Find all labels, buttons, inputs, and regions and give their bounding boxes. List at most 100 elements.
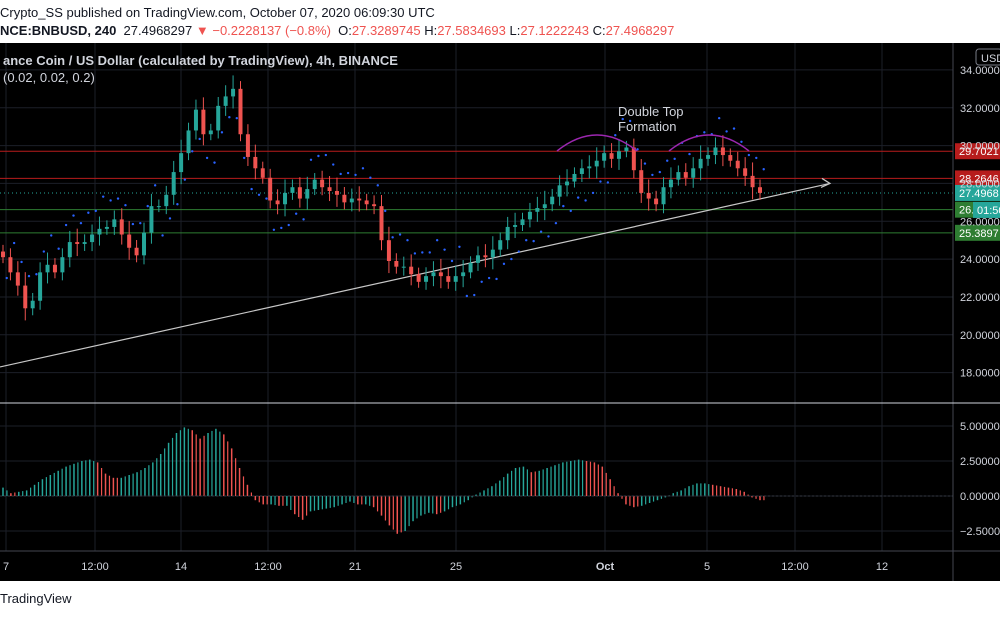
candle-body bbox=[520, 219, 525, 226]
sar-dot bbox=[636, 148, 639, 151]
candle-body bbox=[238, 88, 243, 135]
candle-body bbox=[631, 147, 636, 171]
sar-dot bbox=[101, 195, 105, 198]
candle-body bbox=[431, 272, 436, 277]
sar-dot bbox=[124, 203, 127, 207]
trendline-arrow bbox=[820, 177, 832, 188]
candle-body bbox=[283, 192, 288, 205]
sar-dot bbox=[487, 276, 491, 280]
candle-body bbox=[52, 264, 57, 273]
candle-body bbox=[758, 187, 762, 193]
low-label: L: bbox=[509, 23, 521, 38]
currency-button[interactable] bbox=[975, 48, 1000, 66]
countdown-label: 01:50 bbox=[977, 205, 1000, 217]
sar-dot bbox=[361, 167, 365, 170]
candle-body bbox=[179, 153, 184, 173]
candles bbox=[1, 75, 762, 321]
price-level-tag bbox=[955, 170, 1000, 187]
low-value: 27.1222243 bbox=[520, 23, 590, 38]
y-tick-label: 28.00000 bbox=[960, 178, 1000, 190]
candle-body bbox=[349, 198, 354, 203]
candle-body bbox=[639, 170, 644, 193]
osc-y-tick-label: 5.00000 bbox=[960, 421, 1000, 433]
candle-body bbox=[713, 147, 718, 156]
annotation-formation: Formation bbox=[618, 119, 677, 134]
sar-dot bbox=[562, 204, 565, 208]
sar-dot bbox=[465, 294, 469, 298]
sar-dot bbox=[79, 221, 83, 225]
candle-body bbox=[97, 228, 102, 235]
axes: 18.00000 20.00000 22.00000 24.00000 26.00000… bbox=[0, 43, 1000, 581]
candle-body bbox=[253, 156, 258, 169]
price-level-tag bbox=[955, 224, 1000, 241]
sar-dot bbox=[584, 199, 587, 202]
candle-body bbox=[30, 300, 35, 309]
sar-dot bbox=[94, 209, 97, 213]
candle-body bbox=[275, 200, 280, 205]
open-label: O: bbox=[338, 23, 352, 38]
candle-body bbox=[23, 285, 28, 309]
candle-body bbox=[527, 211, 532, 220]
candle-body bbox=[424, 276, 429, 282]
candle-body bbox=[691, 168, 696, 178]
close-value: 27.4968297 bbox=[605, 23, 675, 38]
sar-dot bbox=[576, 196, 580, 199]
y-tick-label: 32.00000 bbox=[960, 103, 1000, 115]
sar-dot bbox=[161, 234, 164, 237]
sar-dot bbox=[35, 273, 38, 276]
sar-dot bbox=[747, 153, 751, 157]
chart-header: Crypto_SS published on TradingView.com, … bbox=[0, 0, 1000, 42]
x-tick-label: Oct bbox=[596, 561, 615, 573]
candle-body bbox=[305, 189, 310, 199]
sar-dot bbox=[443, 248, 446, 251]
candle-body bbox=[297, 187, 302, 199]
candle-body bbox=[505, 226, 510, 241]
sar-dot bbox=[57, 247, 60, 250]
candle-body bbox=[475, 255, 480, 263]
candle-body bbox=[668, 179, 673, 188]
candle-body bbox=[8, 257, 13, 273]
candle-body bbox=[498, 240, 503, 250]
sar-dot bbox=[740, 140, 743, 144]
trendline bbox=[0, 182, 831, 368]
candle-body bbox=[587, 166, 592, 169]
candle-body bbox=[513, 225, 518, 227]
price-chart[interactable]: 29.702128.264627.496826.614225.389701:50… bbox=[0, 43, 1000, 581]
candle-body bbox=[386, 240, 391, 261]
candle-body bbox=[743, 168, 748, 176]
sar-dot bbox=[50, 234, 53, 237]
sar-dot bbox=[265, 197, 268, 200]
sar-dot bbox=[391, 236, 394, 239]
candle-body bbox=[616, 151, 621, 159]
sar-dot bbox=[732, 127, 736, 130]
sar-dot bbox=[398, 233, 402, 236]
candle-body bbox=[728, 155, 733, 161]
candle-body bbox=[461, 272, 466, 277]
sar-dot bbox=[302, 218, 305, 221]
sar-dot bbox=[569, 209, 572, 213]
osc-y-tick-label: 0.00000 bbox=[960, 491, 1000, 503]
sar-dot bbox=[406, 238, 409, 242]
sar-dot bbox=[539, 230, 543, 233]
sar-dot bbox=[257, 193, 261, 196]
sar-dot bbox=[72, 214, 75, 217]
sar-dot bbox=[287, 223, 290, 227]
chart-title: ance Coin / US Dollar (calculated by Tra… bbox=[3, 53, 398, 68]
candle-body bbox=[446, 276, 451, 282]
sar-dot bbox=[153, 184, 157, 187]
sar-dot bbox=[532, 239, 535, 243]
sar-dot bbox=[755, 156, 758, 160]
candle-body bbox=[60, 257, 65, 273]
sar-dot bbox=[384, 209, 387, 213]
candle-body bbox=[75, 242, 80, 244]
down-arrow-icon: ▼ bbox=[195, 23, 209, 38]
candle-body bbox=[557, 185, 562, 197]
sar-dot bbox=[413, 252, 417, 255]
footer-brand: TradingView bbox=[0, 591, 72, 606]
sar-dot bbox=[435, 238, 439, 242]
sar-dot bbox=[116, 197, 120, 200]
candle-body bbox=[483, 255, 488, 258]
sar-dot bbox=[525, 238, 528, 242]
candle-body bbox=[594, 160, 599, 167]
